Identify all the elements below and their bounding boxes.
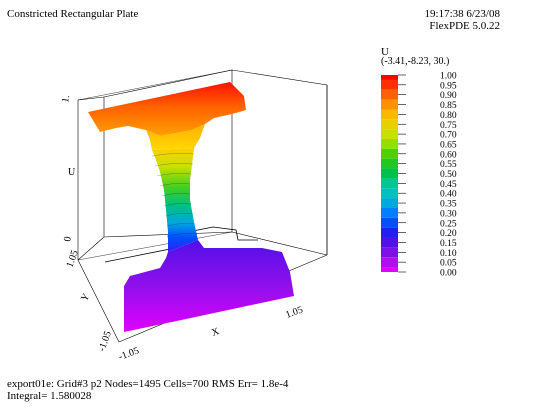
legend-swatch <box>381 168 398 179</box>
plot-title: Constricted Rectangular Plate <box>7 8 139 20</box>
legend-level-label: 0.75 <box>440 121 457 131</box>
legend-level-label: 0.90 <box>440 91 457 101</box>
legend-swatch <box>381 267 398 272</box>
legend-level-label: 0.95 <box>440 81 457 91</box>
legend-level-label: 0.70 <box>440 131 457 141</box>
x-tick-right: 1.05 <box>284 304 304 320</box>
legend-level-label: 0.65 <box>440 140 457 150</box>
legend-swatch <box>381 178 398 189</box>
legend-level-label: 0.40 <box>440 190 457 200</box>
y-axis-label: Y <box>79 292 92 304</box>
z-axis-label: U <box>68 167 76 178</box>
legend-level-label: 1.00 <box>440 72 457 82</box>
legend-swatch <box>381 217 398 228</box>
surface-bottom-band <box>124 240 294 332</box>
y-tick-bottom: -1.05 <box>96 330 113 353</box>
legend-level-label: 0.55 <box>440 160 457 170</box>
legend-level-label: 0.60 <box>440 150 457 160</box>
legend-level-label: 0.00 <box>440 269 457 279</box>
legend-level-label: 0.05 <box>440 259 457 269</box>
x-axis-label: X <box>210 326 221 339</box>
legend-swatch <box>381 227 398 238</box>
contour-lines <box>151 153 198 237</box>
legend-swatch <box>381 139 398 149</box>
legend-swatch <box>381 207 398 218</box>
legend-swatch <box>381 119 398 130</box>
legend-swatch <box>381 129 398 140</box>
legend-swatch <box>381 148 398 159</box>
legend-level-label: 0.10 <box>440 249 457 259</box>
legend-level-label: 0.20 <box>440 229 457 239</box>
legend-level-label: 0.45 <box>440 180 457 190</box>
legend-level-label: 0.15 <box>440 239 457 249</box>
legend-swatch <box>381 158 398 169</box>
legend-level-label: 0.25 <box>440 219 457 229</box>
surface-top-band <box>88 82 246 136</box>
legend-swatch <box>381 109 398 120</box>
footer-integral: Integral= 1.580028 <box>7 390 92 402</box>
version-label: FlexPDE 5.0.22 <box>429 20 500 32</box>
color-legend: 1.000.950.900.850.800.750.700.650.600.55… <box>381 72 457 279</box>
legend-swatch <box>381 237 398 248</box>
legend-view-angles: (-3.41,-8.23, 30.) <box>381 56 450 67</box>
timestamp-block: 19:17:38 6/23/08 FlexPDE 5.0.22 <box>425 8 500 32</box>
legend-swatch <box>381 99 398 110</box>
legend-swatch <box>381 188 398 199</box>
surface-neck <box>152 148 198 252</box>
legend-swatch <box>381 89 398 100</box>
y-tick-top: 1.05 <box>64 249 80 269</box>
legend-swatch <box>381 79 398 90</box>
z-tick-bottom: 0 <box>62 236 74 243</box>
legend-swatch <box>381 257 398 268</box>
solution-surface <box>88 82 294 332</box>
legend-level-label: 0.85 <box>440 101 457 111</box>
x-tick-left: -1.05 <box>117 345 140 362</box>
footer-stats: export01e: Grid#3 p2 Nodes=1495 Cells=70… <box>7 378 289 390</box>
legend-level-label: 0.35 <box>440 200 457 210</box>
z-tick-top: 1. <box>60 94 72 103</box>
legend-level-label: 0.50 <box>440 170 457 180</box>
legend-swatch <box>381 198 398 208</box>
legend-level-label: 0.80 <box>440 111 457 121</box>
legend-swatch <box>381 75 398 80</box>
surface-flare <box>146 124 205 150</box>
legend-swatch <box>381 247 398 258</box>
time-date: 19:17:38 6/23/08 <box>424 8 500 20</box>
legend-level-label: 0.30 <box>440 209 457 219</box>
legend-variable: U <box>381 46 389 58</box>
